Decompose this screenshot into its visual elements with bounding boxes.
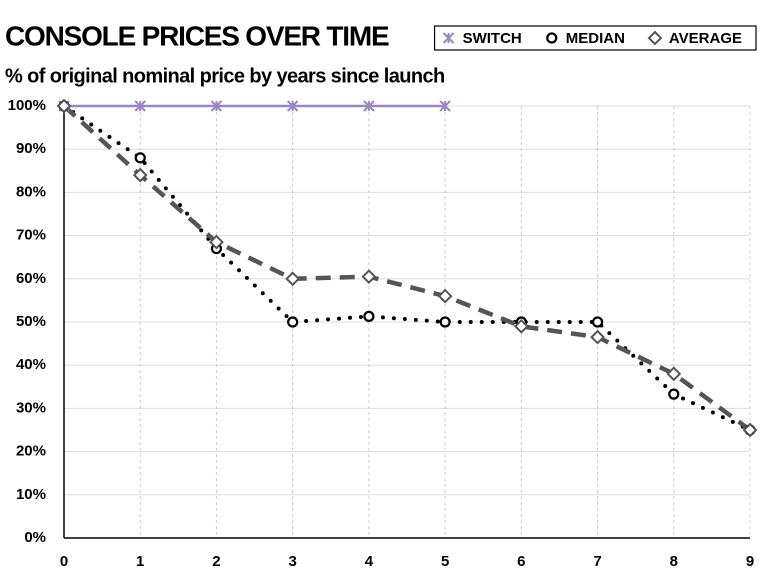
y-tick-label: 90% [16,140,46,157]
marker [134,100,146,112]
legend-label: MEDIAN [566,30,625,47]
x-tick-label: 0 [60,553,68,570]
y-tick-label: 80% [16,183,46,200]
marker [437,288,453,304]
marker [210,100,223,112]
y-tick-label: 0% [24,529,46,546]
marker [209,234,224,250]
y-tick-label: 60% [16,270,46,287]
legend-label: SWITCH [463,30,522,47]
y-tick-label: 40% [16,356,46,373]
chart-title: CONSOLE PRICES OVER TIME [5,20,389,51]
marker [591,316,604,328]
legend-label: AVERAGE [669,30,742,47]
marker [439,316,451,328]
y-tick-label: 20% [16,443,46,460]
marker [363,310,375,322]
x-tick-label: 8 [670,553,678,570]
legend-box [433,25,757,51]
legend-item: MEDIAN [546,30,625,47]
marker [546,32,558,44]
legend-item: SWITCH [442,30,522,47]
marker [134,152,146,164]
x-tick-label: 5 [441,553,449,570]
marker [56,98,72,114]
series-line [62,104,752,432]
marker [442,32,455,44]
legend: SWITCH MEDIAN AVERAGE [433,25,757,51]
x-tick-label: 9 [746,553,754,570]
marker [132,167,148,183]
x-tick-label: 4 [365,553,374,570]
y-tick-label: 10% [16,486,46,503]
marker [513,318,529,334]
y-tick-label: 50% [16,313,46,330]
x-tick-label: 2 [212,553,220,570]
legend-item: AVERAGE [647,30,742,47]
chart-subtitle: % of original nominal price by years sin… [5,65,445,87]
x-tick-label: 7 [593,553,601,570]
marker [287,316,299,328]
marker [361,269,377,285]
marker [363,100,375,112]
marker [590,329,605,345]
y-tick-label: 30% [16,399,46,416]
x-tick-label: 1 [136,553,144,570]
marker [647,30,663,46]
x-tick-label: 3 [288,553,296,570]
y-tick-label: 100% [8,97,46,114]
y-tick-label: 70% [16,227,46,244]
marker [742,422,758,438]
marker [285,271,301,287]
marker [666,366,682,382]
marker [439,100,451,112]
marker [286,100,299,112]
x-tick-label: 6 [517,553,525,570]
marker [668,388,680,400]
series-line [62,104,752,432]
